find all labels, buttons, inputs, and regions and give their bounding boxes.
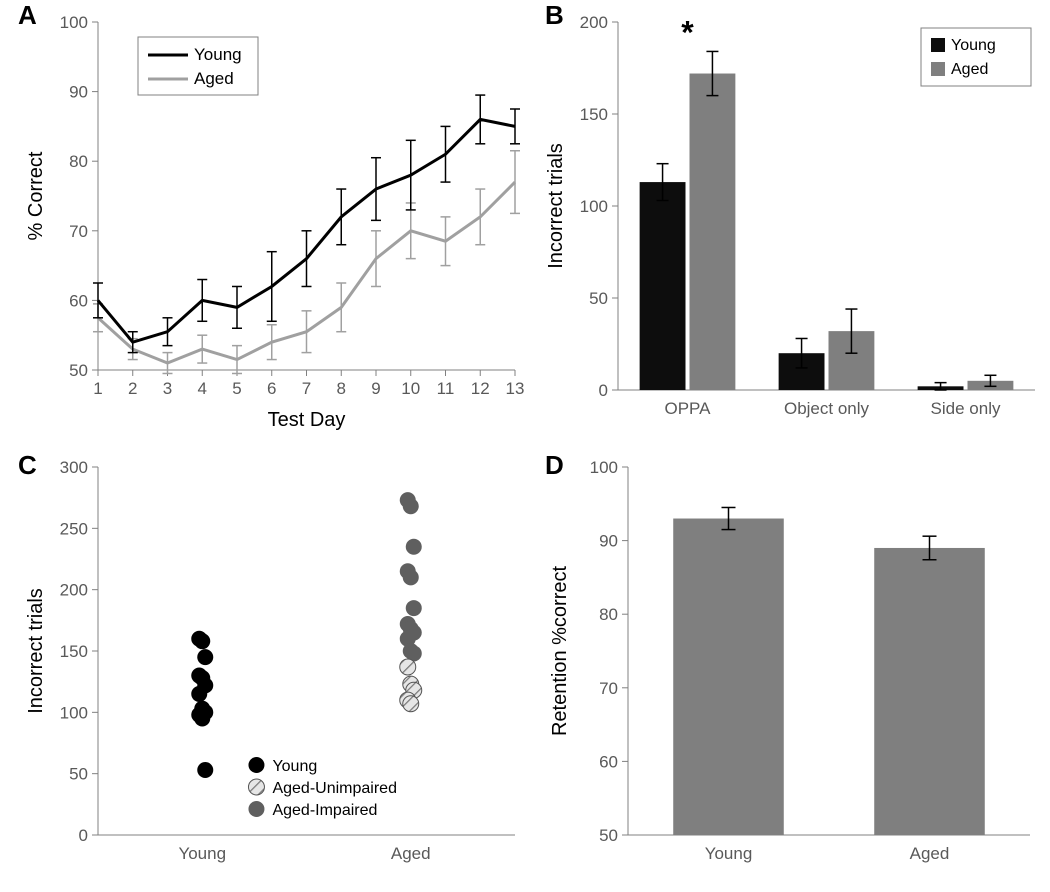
panel-b: 0 50 100 150 200 Incorrect trials OPPA Object o…: [540, 10, 1045, 440]
panel-b-svg: 0 50 100 150 200 Incorrect trials OPPA Object o…: [540, 10, 1045, 440]
svg-text:50: 50: [599, 826, 618, 845]
svg-text:Incorrect trials: Incorrect trials: [25, 588, 47, 714]
svg-text:Object only: Object only: [784, 399, 870, 418]
panel-c: 0 50 100 150 200 250 300 Young Aged Incorrect tri…: [20, 455, 530, 885]
svg-text:250: 250: [60, 519, 88, 538]
panel-a-svg: 506070809010012345678910111213Test Day% …: [20, 10, 530, 440]
svg-text:90: 90: [599, 532, 618, 551]
svg-text:150: 150: [60, 642, 88, 661]
panel-c-svg: 0 50 100 150 200 250 300 Young Aged Incorrect tri…: [20, 455, 530, 885]
svg-text:50: 50: [69, 765, 88, 784]
svg-text:% Correct: % Correct: [25, 151, 47, 240]
svg-text:70: 70: [69, 222, 88, 241]
svg-text:50: 50: [69, 361, 88, 380]
svg-text:11: 11: [437, 379, 455, 398]
svg-text:Aged-Impaired: Aged-Impaired: [272, 802, 377, 819]
svg-text:Young: Young: [951, 37, 996, 54]
svg-text:60: 60: [599, 752, 618, 771]
svg-text:5: 5: [232, 379, 241, 398]
svg-text:13: 13: [506, 379, 525, 398]
svg-text:Aged-Unimpaired: Aged-Unimpaired: [272, 780, 397, 797]
svg-text:100: 100: [60, 13, 88, 32]
svg-text:10: 10: [401, 379, 420, 398]
svg-text:9: 9: [371, 379, 380, 398]
svg-text:6: 6: [267, 379, 276, 398]
svg-text:0: 0: [599, 381, 608, 400]
svg-text:300: 300: [60, 458, 88, 477]
svg-text:100: 100: [590, 458, 618, 477]
svg-text:*: *: [681, 14, 694, 50]
svg-text:100: 100: [580, 197, 608, 216]
svg-text:3: 3: [163, 379, 172, 398]
svg-text:90: 90: [69, 83, 88, 102]
svg-text:80: 80: [69, 152, 88, 171]
svg-text:Side only: Side only: [931, 399, 1001, 418]
svg-text:Aged: Aged: [910, 844, 950, 863]
svg-text:100: 100: [60, 703, 88, 722]
panel-a: 506070809010012345678910111213Test Day% …: [20, 10, 530, 440]
svg-text:Retention %correct: Retention %correct: [549, 566, 571, 737]
panel-d-svg: 50 60 70 80 90 100 Retention %correct Young Aged: [540, 455, 1045, 885]
svg-text:Incorrect trials: Incorrect trials: [545, 143, 567, 269]
svg-text:12: 12: [471, 379, 490, 398]
svg-text:50: 50: [589, 289, 608, 308]
svg-text:70: 70: [599, 679, 618, 698]
svg-text:Young: Young: [272, 758, 317, 775]
svg-text:Young: Young: [194, 45, 242, 64]
svg-text:OPPA: OPPA: [665, 399, 712, 418]
svg-text:1: 1: [93, 379, 102, 398]
svg-text:2: 2: [128, 379, 137, 398]
svg-text:80: 80: [599, 605, 618, 624]
svg-text:Aged: Aged: [391, 844, 431, 863]
svg-text:Aged: Aged: [194, 69, 234, 88]
svg-text:Test Day: Test Day: [268, 409, 346, 431]
figure: A B C D 506070809010012345678910111213Te…: [0, 0, 1050, 892]
svg-text:Aged: Aged: [951, 61, 988, 78]
svg-text:8: 8: [337, 379, 346, 398]
svg-text:200: 200: [60, 581, 88, 600]
panel-d: 50 60 70 80 90 100 Retention %correct Young Aged: [540, 455, 1045, 885]
svg-text:150: 150: [580, 105, 608, 124]
svg-text:200: 200: [580, 13, 608, 32]
svg-text:Young: Young: [705, 844, 753, 863]
svg-text:0: 0: [79, 826, 88, 845]
svg-text:4: 4: [198, 379, 207, 398]
svg-text:7: 7: [302, 379, 311, 398]
svg-text:60: 60: [69, 291, 88, 310]
svg-text:Young: Young: [178, 844, 226, 863]
